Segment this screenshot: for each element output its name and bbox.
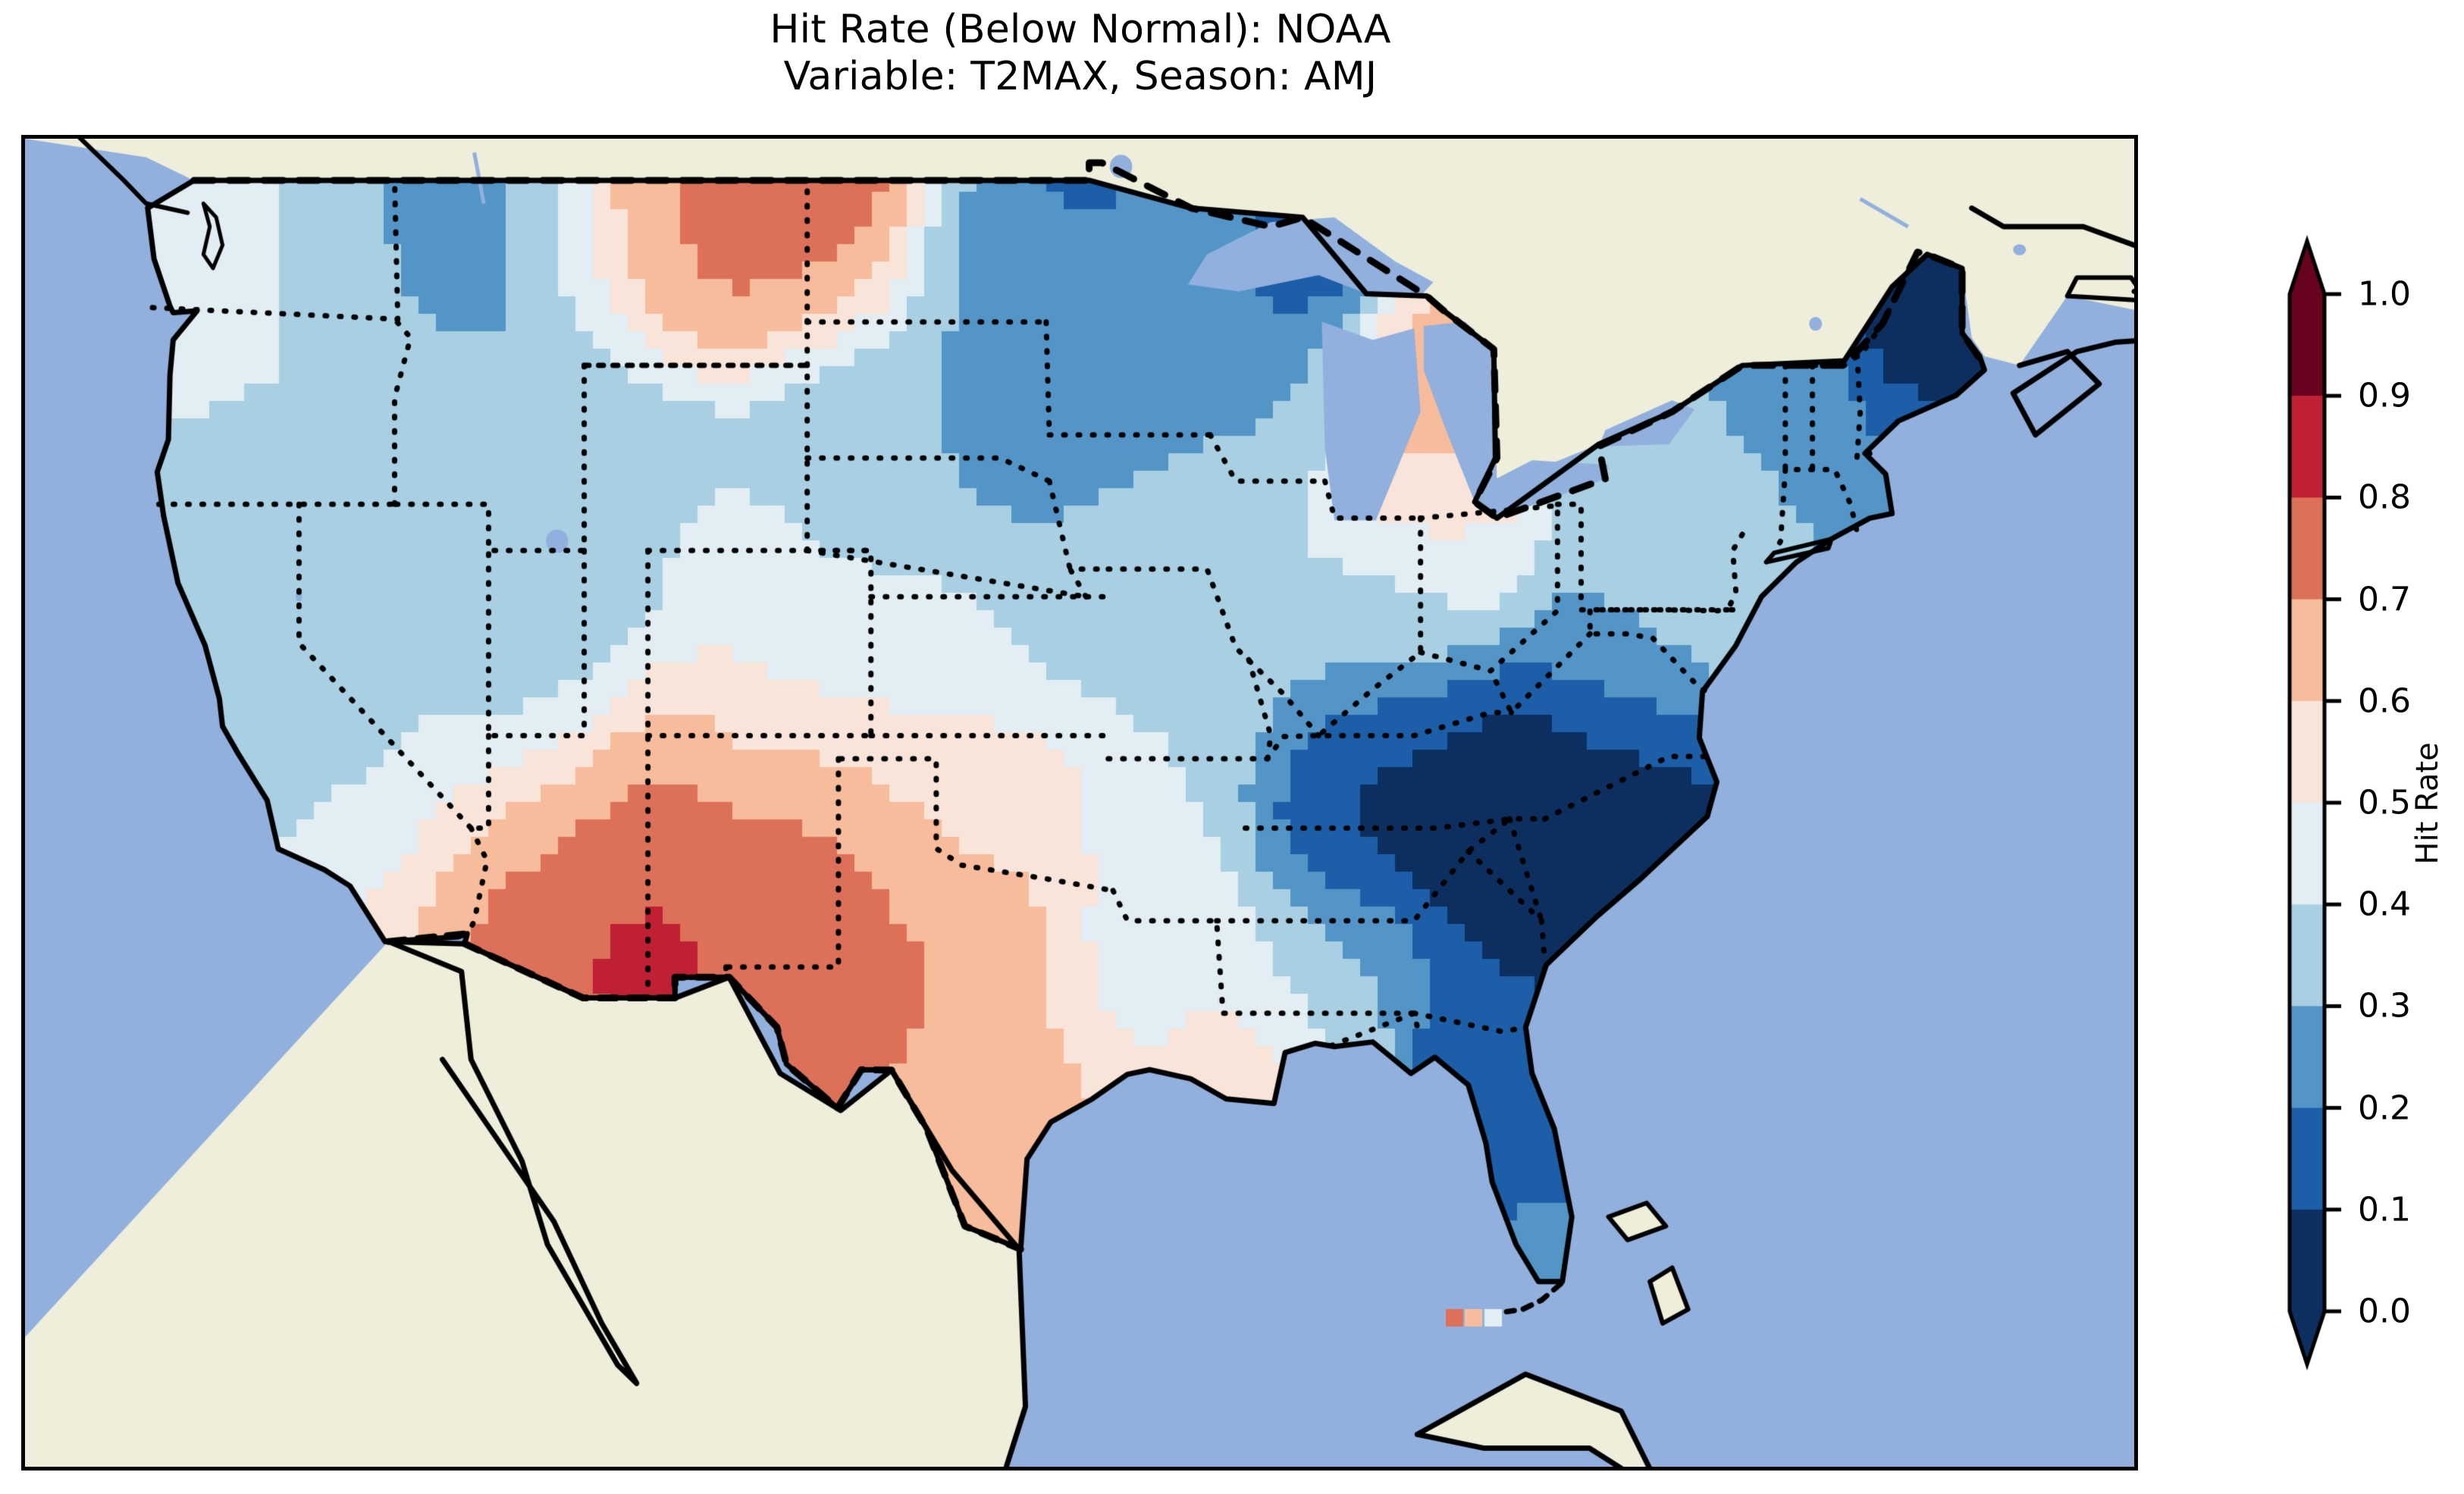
hit-rate-heatmap-canvas xyxy=(25,139,2134,1467)
colorbar-tick-0p2: 0.2 xyxy=(2358,1088,2411,1128)
colorbar-tick-0p7: 0.7 xyxy=(2358,580,2411,619)
colorbar-tick-0p3: 0.3 xyxy=(2358,986,2411,1026)
colorbar-tick-0p4: 0.4 xyxy=(2358,885,2411,924)
colorbar-tick-0p9: 0.9 xyxy=(2358,376,2411,415)
colorbar-tick-0p1: 0.1 xyxy=(2358,1190,2411,1229)
colorbar-gradient xyxy=(2267,227,2456,1380)
colorbar-tick-0p6: 0.6 xyxy=(2358,681,2411,721)
title-line-1: Hit Rate (Below Normal): NOAA xyxy=(770,7,1391,52)
colorbar-tick-0p8: 0.8 xyxy=(2358,478,2411,517)
title-line-2: Variable: T2MAX, Season: AMJ xyxy=(783,54,1378,99)
colorbar-tick-0p0: 0.0 xyxy=(2358,1292,2411,1331)
colorbar-tick-1p0: 1.0 xyxy=(2358,274,2411,314)
figure-title: Hit Rate (Below Normal): NOAA Variable: … xyxy=(0,6,2161,100)
colorbar-axis-label: Hit Rate xyxy=(2410,742,2445,865)
map-plot-area xyxy=(21,135,2138,1471)
colorbar-tick-0p5: 0.5 xyxy=(2358,783,2411,822)
colorbar: 0.0 0.1 0.2 0.3 0.4 0.5 0.6 0.7 0.8 0.9 1.0 Hit Ra… xyxy=(2267,227,2456,1380)
